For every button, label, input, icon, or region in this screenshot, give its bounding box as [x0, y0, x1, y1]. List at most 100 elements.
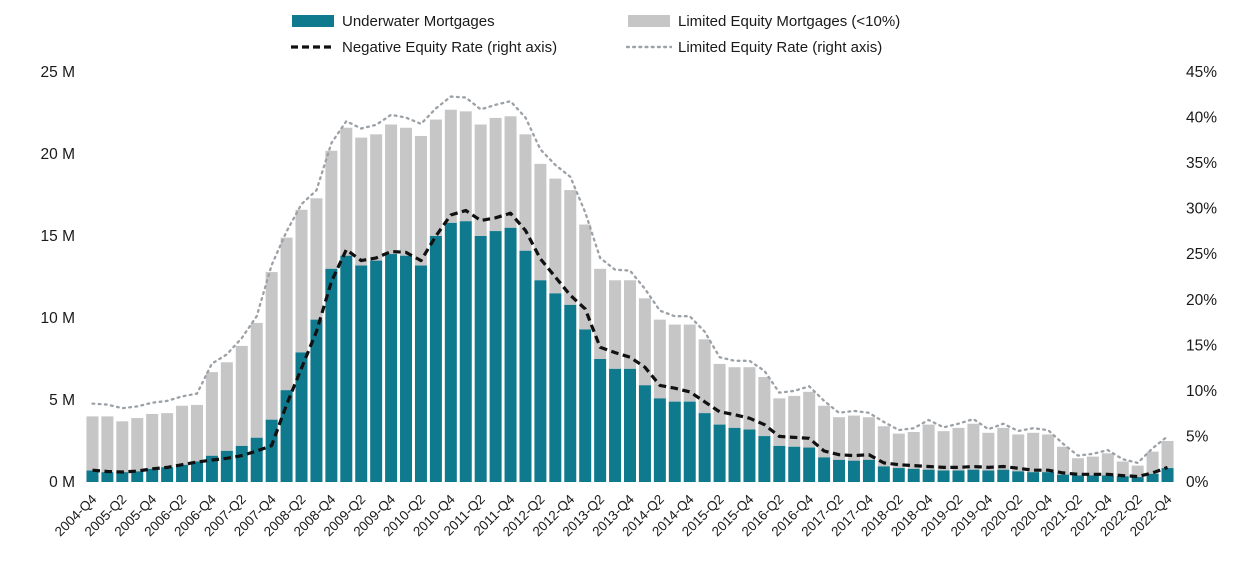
underwater-bar — [1131, 477, 1144, 482]
legend-item-limited-equity-rate-right-axis: Limited Equity Rate (right axis) — [626, 39, 900, 56]
underwater-bar — [519, 250, 532, 482]
right-axis-tick: 10% — [1186, 383, 1217, 400]
limited-equity-bar — [609, 280, 622, 369]
limited-equity-rate-line — [91, 95, 1169, 465]
underwater-bar — [250, 437, 263, 482]
limited-equity-bar — [728, 367, 741, 428]
limited-equity-bar — [997, 427, 1010, 470]
limited-equity-bar — [1027, 432, 1040, 473]
limited-equity-bar — [579, 224, 592, 330]
underwater-bar — [176, 464, 189, 482]
underwater-bar — [1116, 476, 1129, 482]
left-axis-tick: 25 M — [41, 64, 75, 81]
underwater-bar — [847, 460, 860, 482]
underwater-bar — [101, 472, 114, 482]
underwater-bar — [429, 236, 442, 482]
limited-equity-bar — [1042, 434, 1055, 473]
limited-equity-bar — [1161, 441, 1174, 469]
underwater-bar — [265, 419, 278, 482]
underwater-bar — [86, 470, 99, 482]
limited-equity-bar — [400, 127, 413, 256]
underwater-bar — [698, 413, 711, 482]
underwater-bar — [579, 329, 592, 482]
underwater-bar — [205, 455, 218, 482]
limited-equity-bar — [325, 150, 338, 269]
underwater-bar — [1071, 475, 1084, 482]
limited-equity-bar — [370, 134, 383, 261]
limited-equity-bar — [131, 418, 144, 472]
left-axis-tick: 20 M — [41, 146, 75, 163]
limited-equity-bar — [205, 372, 218, 456]
underwater-bar — [325, 268, 338, 482]
underwater-bar — [340, 255, 353, 482]
underwater-bar — [728, 427, 741, 482]
underwater-bar — [280, 390, 293, 482]
underwater-bar — [877, 466, 890, 482]
legend-label: Limited Equity Rate (right axis) — [678, 38, 883, 56]
limited-equity-bar — [235, 345, 248, 446]
right-axis-tick: 30% — [1186, 201, 1217, 218]
right-axis-tick: 20% — [1186, 292, 1217, 309]
limited-equity-bar — [116, 421, 129, 473]
limited-equity-bar — [907, 431, 920, 469]
limited-equity-bar — [847, 415, 860, 461]
right-axis-tick: 40% — [1186, 110, 1217, 127]
underwater-bar — [683, 401, 696, 482]
underwater-bar — [862, 459, 875, 482]
underwater-bar — [1012, 471, 1025, 482]
limited-equity-bar — [937, 431, 950, 471]
limited-equity-bar — [803, 391, 816, 448]
underwater-bar — [713, 424, 726, 482]
underwater-bar — [907, 468, 920, 482]
limited-equity-bar — [758, 377, 771, 437]
right-axis-tick: 25% — [1186, 246, 1217, 263]
underwater-bar — [609, 368, 622, 482]
limited-equity-bar — [101, 416, 114, 473]
limited-equity-bar — [1131, 465, 1144, 478]
limited-equity-bar — [280, 237, 293, 391]
limited-equity-bar — [474, 124, 487, 236]
limited-equity-bar — [429, 119, 442, 236]
limited-equity-bar — [295, 209, 308, 353]
underwater-bar — [892, 468, 905, 482]
underwater-bar — [833, 459, 846, 482]
left-axis-tick: 10 M — [41, 310, 75, 327]
left-axis-tick: 0 M — [49, 474, 75, 491]
limited-equity-bar — [176, 405, 189, 465]
underwater-bar — [638, 385, 651, 482]
underwater-bar — [414, 265, 427, 482]
legend-label: Negative Equity Rate (right axis) — [342, 38, 558, 56]
underwater-bar — [758, 436, 771, 482]
limited-equity-bar — [190, 404, 203, 462]
limited-equity-bar — [459, 111, 472, 222]
limited-equity-bar — [713, 363, 726, 425]
underwater-bar — [1042, 472, 1055, 482]
limited-equity-bar — [564, 190, 577, 305]
limited-equity-bar — [1101, 453, 1114, 476]
limited-equity-bar — [146, 413, 159, 469]
underwater-bar — [504, 227, 517, 482]
limited-equity-bar — [862, 417, 875, 460]
limited-equity-bar — [594, 268, 607, 359]
legend-item-underwater-mortgages: Underwater Mortgages — [290, 13, 626, 30]
limited-equity-bar — [489, 117, 502, 232]
limited-equity-bar — [414, 135, 427, 266]
right-axis-tick: 15% — [1186, 337, 1217, 354]
underwater-bar — [116, 472, 129, 482]
underwater-bar — [1146, 473, 1159, 482]
legend-item-negative-equity-rate-right-axis: Negative Equity Rate (right axis) — [290, 39, 626, 56]
underwater-bar — [235, 445, 248, 482]
limited-equity-bar — [683, 324, 696, 402]
underwater-bar — [982, 470, 995, 482]
limited-equity-bar — [967, 423, 980, 470]
underwater-bar — [295, 352, 308, 482]
underwater-bar — [444, 222, 457, 482]
underwater-bar — [1057, 474, 1070, 482]
limited-equity-bar — [519, 134, 532, 251]
underwater-bar — [131, 471, 144, 482]
underwater-bar — [624, 368, 636, 482]
limited-equity-bar — [877, 426, 890, 467]
limited-equity-bar — [892, 433, 905, 469]
limited-equity-bar — [743, 367, 756, 430]
